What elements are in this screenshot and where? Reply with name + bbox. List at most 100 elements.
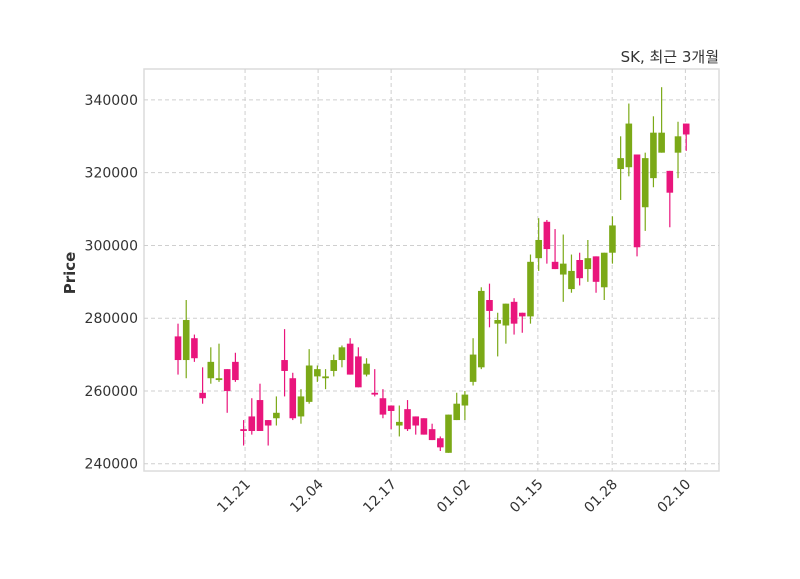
candle	[502, 303, 510, 344]
candle	[232, 352, 239, 382]
candle-body	[535, 239, 542, 259]
candle	[174, 323, 182, 375]
candle	[527, 254, 534, 324]
candle-body	[617, 158, 624, 170]
candle	[281, 329, 288, 397]
candle	[223, 369, 231, 413]
y-tick-labels: 240000 260000 280000 300000 320000 340000	[85, 93, 138, 473]
candle-body	[674, 136, 682, 153]
x-tick-label: 02.10	[655, 477, 695, 517]
candle-body	[396, 421, 403, 426]
candle-body	[297, 396, 305, 417]
candle	[330, 354, 338, 377]
candle	[609, 216, 616, 264]
candle-body	[305, 365, 313, 402]
candle-body	[551, 261, 559, 270]
candle-body	[371, 392, 379, 395]
candle	[420, 418, 428, 435]
candle	[346, 338, 354, 375]
candle-body	[559, 263, 567, 275]
candle	[625, 103, 633, 177]
candle-body	[322, 376, 329, 379]
candle-body	[215, 378, 223, 381]
candle-body	[182, 320, 190, 361]
candle	[674, 121, 682, 179]
x-tick-label: 11.21	[214, 477, 254, 517]
candle	[469, 338, 477, 386]
candle	[428, 423, 436, 441]
candle	[305, 349, 313, 404]
candle	[641, 152, 649, 231]
candle-body	[502, 303, 510, 326]
candle	[510, 298, 518, 335]
candle	[215, 343, 223, 382]
x-tick-labels: 11.21 12.04 12.17 01.02 01.15 01.28 02.10	[214, 476, 694, 516]
candle-body	[650, 132, 657, 179]
candle	[477, 287, 485, 370]
candle-body	[223, 369, 231, 391]
candle-body	[527, 261, 534, 317]
candle	[543, 219, 551, 264]
candle	[248, 398, 256, 435]
y-axis-label: Price	[61, 252, 79, 295]
candle	[256, 383, 264, 431]
y-tick-label: 260000	[85, 384, 138, 400]
candle-body	[494, 320, 501, 324]
candle-body	[568, 270, 575, 290]
candle-body	[330, 360, 338, 371]
candle	[486, 283, 493, 328]
candle-body	[625, 123, 633, 168]
candle	[297, 389, 305, 424]
candle-body	[199, 392, 206, 399]
candle-body	[666, 170, 674, 193]
candle-body	[346, 343, 354, 375]
candle-body	[486, 300, 493, 311]
candle	[682, 123, 690, 151]
candle-body	[191, 338, 198, 359]
candle-body	[682, 123, 690, 135]
candle	[600, 252, 608, 301]
candle-body	[240, 429, 247, 431]
candle-body	[437, 438, 444, 448]
x-tick-label: 01.02	[434, 477, 474, 517]
x-tick-label: 01.15	[507, 477, 547, 517]
candle	[518, 312, 526, 333]
candle-body	[600, 252, 608, 288]
candle-body	[404, 409, 411, 430]
candle-body	[256, 400, 264, 431]
candle-body	[412, 416, 420, 426]
candle	[666, 170, 674, 228]
candle-body	[428, 429, 436, 441]
candle	[437, 436, 444, 451]
x-tick-label: 12.04	[287, 476, 327, 516]
candle-body	[289, 378, 297, 419]
candle	[559, 234, 567, 302]
candle-body	[174, 336, 182, 361]
candle-body	[264, 420, 272, 426]
candle-body	[453, 403, 461, 421]
candle-body	[592, 256, 600, 282]
candle	[404, 400, 411, 431]
candle-body	[518, 312, 526, 317]
candle-body	[633, 154, 641, 248]
candle	[314, 365, 321, 382]
y-tick-label: 280000	[85, 311, 138, 327]
y-tick-label: 320000	[85, 166, 138, 182]
y-tick-label: 240000	[85, 457, 138, 473]
candle-body	[355, 356, 362, 388]
candle	[273, 396, 280, 426]
candle	[182, 300, 190, 379]
candle	[535, 218, 542, 271]
candle	[658, 87, 665, 153]
candle-body	[477, 290, 485, 368]
x-tick-label: 12.17	[360, 477, 400, 517]
chart-title: SK, 최근 3개월	[621, 48, 719, 66]
candles	[174, 87, 690, 453]
candle-body	[609, 225, 616, 253]
candle-body	[273, 412, 280, 419]
candle	[461, 390, 469, 421]
candle	[264, 420, 272, 446]
candle	[355, 347, 362, 388]
candle-body	[207, 361, 215, 379]
